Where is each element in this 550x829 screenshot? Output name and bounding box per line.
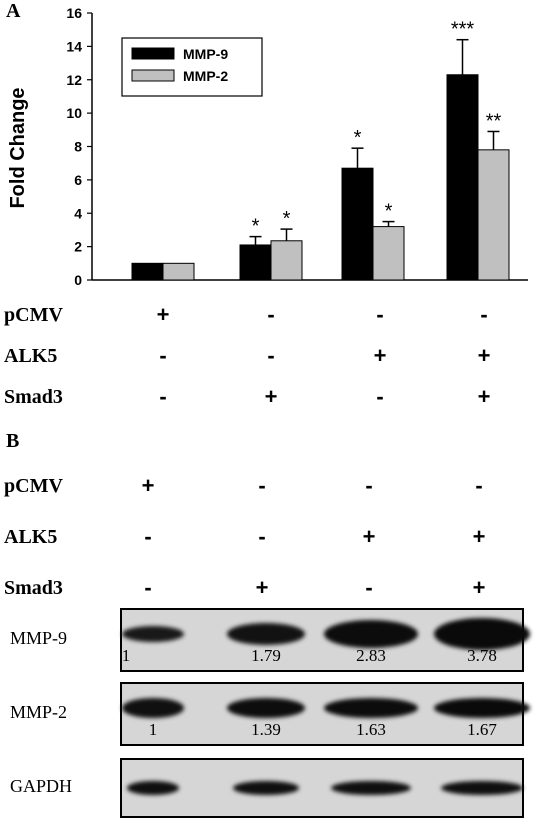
blot-band [331, 781, 411, 795]
band-quantification: 1.39 [251, 720, 281, 739]
condition-sign: - [159, 343, 167, 368]
bar-mmp-2 [372, 226, 405, 281]
blot-label: GAPDH [10, 776, 73, 796]
significance-marker: * [385, 201, 393, 223]
bar-mmp-2 [477, 149, 510, 281]
condition-sign: + [255, 575, 269, 600]
y-tick-label: 6 [74, 172, 82, 188]
condition-sign: + [472, 524, 486, 549]
significance-marker: * [252, 216, 260, 238]
y-tick-label: 16 [66, 5, 82, 21]
legend-label: MMP-2 [183, 68, 228, 84]
condition-sign: + [156, 302, 170, 327]
condition-sign: - [267, 302, 275, 327]
legend-swatch [131, 69, 175, 82]
condition-sign: - [365, 473, 373, 498]
condition-sign: - [267, 343, 275, 368]
bar-mmp-9 [446, 74, 479, 281]
band-quantification: 2.83 [356, 646, 386, 665]
blot-band [324, 698, 418, 718]
condition-label-smad3: Smad3 [4, 577, 63, 599]
band-quantification: 1.63 [356, 720, 386, 739]
blot-band [227, 698, 305, 718]
blot-label: MMP-9 [10, 628, 68, 648]
y-tick-label: 4 [74, 205, 82, 221]
condition-sign: - [159, 384, 167, 409]
y-tick-label: 14 [66, 38, 82, 54]
y-tick-label: 8 [74, 139, 82, 155]
bar-mmp-2 [162, 262, 195, 281]
blot-band [122, 626, 184, 642]
condition-sign: + [264, 384, 278, 409]
blot-band [232, 781, 300, 795]
bar-mmp-2 [270, 240, 303, 281]
condition-sign: - [258, 473, 266, 498]
condition-sign: + [141, 473, 155, 498]
condition-sign: - [376, 384, 384, 409]
y-tick-label: 0 [74, 272, 82, 288]
condition-sign: - [258, 524, 266, 549]
condition-sign: + [362, 524, 376, 549]
blot-band [126, 781, 180, 795]
y-tick-label: 12 [66, 72, 82, 88]
band-quantification: 1.79 [251, 646, 281, 665]
condition-sign: - [144, 524, 152, 549]
significance-marker: ** [486, 110, 502, 132]
blot-band [434, 698, 530, 718]
condition-sign: + [477, 343, 491, 368]
bar-mmp-9 [239, 244, 272, 281]
condition-sign: - [144, 575, 152, 600]
condition-sign: - [475, 473, 483, 498]
panel-b-label: B [6, 430, 20, 452]
condition-label-alk5: ALK5 [4, 526, 58, 548]
condition-sign: + [373, 343, 387, 368]
y-axis-label: Fold Change [7, 87, 29, 208]
blot-label: MMP-2 [10, 702, 68, 722]
band-quantification: 1 [121, 646, 131, 665]
blot-band [324, 620, 418, 648]
blot-band [227, 623, 305, 645]
y-tick-label: 10 [66, 105, 82, 121]
condition-sign: - [365, 575, 373, 600]
condition-sign: - [376, 302, 384, 327]
bar-mmp-9 [341, 167, 374, 281]
panel-a-label: A [6, 0, 21, 22]
condition-label-smad3: Smad3 [4, 386, 63, 408]
condition-sign: + [472, 575, 486, 600]
significance-marker: *** [451, 19, 475, 41]
significance-marker: * [283, 208, 291, 230]
condition-sign: - [480, 302, 488, 327]
condition-label-alk5: ALK5 [4, 345, 58, 367]
bar-mmp-9 [131, 262, 164, 281]
y-tick-label: 2 [74, 239, 82, 255]
band-quantification: 1 [148, 720, 158, 739]
blot-band [441, 781, 523, 795]
significance-marker: * [354, 127, 362, 149]
band-quantification: 3.78 [467, 646, 497, 665]
legend-swatch [131, 47, 175, 60]
band-quantification: 1.67 [467, 720, 497, 739]
blot-band [434, 618, 530, 650]
blot-band [122, 698, 184, 718]
condition-label-pcmv: pCMV [4, 304, 63, 326]
legend-label: MMP-9 [183, 46, 228, 62]
condition-sign: + [477, 384, 491, 409]
condition-label-pcmv: pCMV [4, 475, 63, 497]
